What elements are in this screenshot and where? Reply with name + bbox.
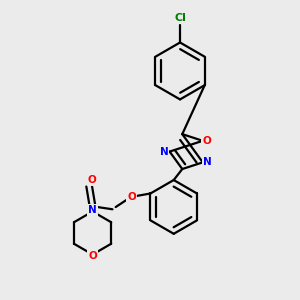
Text: O: O: [88, 251, 97, 261]
Text: O: O: [127, 192, 136, 202]
Text: O: O: [202, 136, 211, 146]
Text: O: O: [88, 175, 96, 185]
Text: N: N: [88, 205, 97, 215]
Text: N: N: [160, 147, 168, 157]
Text: N: N: [203, 158, 212, 167]
Text: Cl: Cl: [174, 13, 186, 23]
